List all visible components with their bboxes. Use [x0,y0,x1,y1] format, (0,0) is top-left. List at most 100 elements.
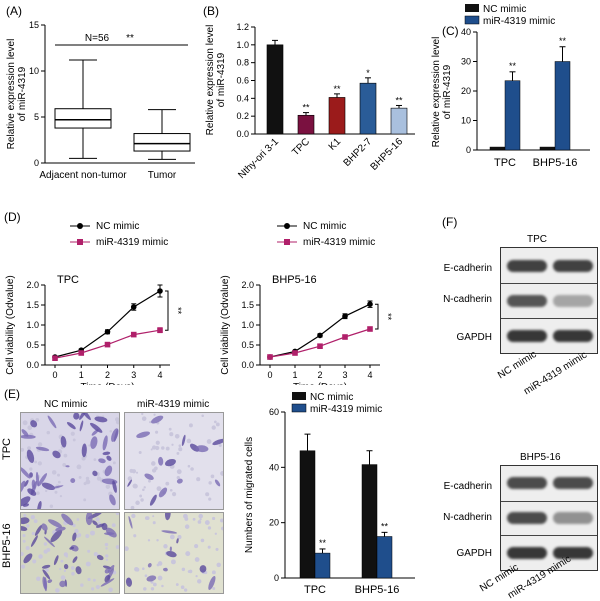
blot1-title: TPC [527,234,547,245]
x-category-label: Nthy-ori 3-1 [236,136,281,181]
y-tick-label: 0 [34,158,39,168]
data-point [104,341,111,348]
data-point [130,331,137,338]
y-axis-label: of miR-4319 [216,52,227,107]
significance-marker: ** [319,538,327,548]
significance-marker: ** [333,84,341,94]
y-tick-label: 2.0 [26,280,39,290]
x-tick-label: 0 [52,370,57,380]
bar [504,80,521,151]
y-tick-label: 0.5 [26,340,39,350]
x-category-label: TPC [304,584,326,596]
blot-band [553,477,593,490]
y-tick-label: 0.0 [241,360,254,370]
y-tick-label: 0.8 [236,58,249,68]
significance-marker: ** [173,307,183,315]
y-axis-label: Relative expression level [431,37,442,148]
blot-band [507,477,547,490]
legend-swatch-mir [464,15,480,25]
y-tick-label: 40 [461,27,471,37]
x-category-label: BHP5-16 [369,136,406,173]
y-tick-label: 40 [269,462,279,472]
blot-row-divider [501,318,597,319]
y-tick-label: 10 [461,116,471,126]
x-tick-label: 1 [292,370,297,380]
data-point [367,301,373,307]
bar [361,464,378,579]
significance-bracket [375,303,379,330]
blot-row-divider [501,283,597,284]
blot-row-divider [501,500,597,502]
chart-a-boxplot: 0 5 10 15 Relative expression level of miR-43… [6,20,195,181]
y-tick-label: 5 [34,112,39,122]
data-point [78,350,85,356]
chart-title: TPC [57,274,79,286]
x-category-label: BHP5-16 [355,584,400,596]
panel-label-e: (E) [4,387,20,401]
e-col-label-nc: NC mimic [44,399,88,410]
box-iqr [54,108,112,129]
bar [314,552,331,579]
panel-label-c: (C) [442,24,459,38]
y-tick-label: 1.5 [26,300,39,310]
chart-b-cell-line-expression: 0.0 0.2 0.4 0.6 0.8 1.0 1.2 Relative expression… [205,22,415,181]
y-axis-label: of miR-4319 [17,66,28,121]
n-annotation: N=56 [85,33,110,44]
e-row-label-tpc: TPC [1,438,13,460]
panel-label-b: (B) [203,4,219,18]
y-tick-label: 0.4 [236,93,249,103]
data-point [157,288,163,294]
y-axis-label: Cell viability (Odvalue) [5,275,16,374]
blot-row-divider [501,535,597,537]
y-tick-label: 1.0 [241,320,254,330]
y-axis-label: Numbers of migrated cells [244,437,255,553]
legend-swatch-mir [291,403,307,413]
x-tick-label: 2 [317,370,322,380]
legend-label-nc: NC mimic [310,392,353,403]
blot1-row-ncad: N-cadherin [443,294,492,305]
y-tick-label: 60 [269,407,279,417]
bar [539,146,556,151]
legend-marker-nc [77,223,83,229]
y-tick-label: 0 [274,573,279,583]
micrograph-tpc-mir [124,412,224,510]
data-point [317,332,323,339]
y-tick-label: 1.2 [236,22,249,32]
chart-d-tpc-viability: 0.0 0.5 1.0 1.5 2.0 0 1 2 3 4 Time (Days) Cell viab… [5,221,183,385]
significance-marker: ** [559,36,567,46]
legend-swatch-nc [292,392,306,400]
western-blot-tpc [500,247,598,354]
legend-marker-nc [284,223,290,229]
x-category-label: TPC [290,136,312,158]
stained-cells [125,513,223,592]
blot2-title: BHP5-16 [520,452,561,463]
y-tick-label: 0.5 [241,340,254,350]
x-tick-label: 1 [79,370,84,380]
x-category-label: TPC [494,157,516,169]
data-point [367,326,373,332]
panel-label-a: (A) [6,4,22,18]
stained-cells [127,413,223,509]
significance-marker: ** [509,61,517,71]
data-point [157,327,163,333]
panel-label-f: (F) [442,215,458,229]
blot1-row-gapdh: GAPDH [456,332,492,343]
micrograph-tpc-nc [20,412,120,510]
blot-band [507,294,547,307]
series-line [269,303,371,358]
y-tick-label: 30 [461,57,471,67]
data-point [342,334,348,340]
blot-band [507,546,547,559]
y-tick-label: 1.5 [241,300,254,310]
box-iqr [133,133,191,152]
bar [390,107,408,135]
x-tick-label: 3 [131,370,136,380]
data-point [130,304,137,310]
blot2-row-ecad: E-cadherin [443,481,492,492]
significance-marker: ** [381,521,389,531]
bar [266,44,284,135]
legend-label-nc: NC mimic [303,221,346,232]
x-tick-label: 3 [342,370,347,380]
x-tick-label: 2 [105,370,110,380]
bar [328,97,346,135]
